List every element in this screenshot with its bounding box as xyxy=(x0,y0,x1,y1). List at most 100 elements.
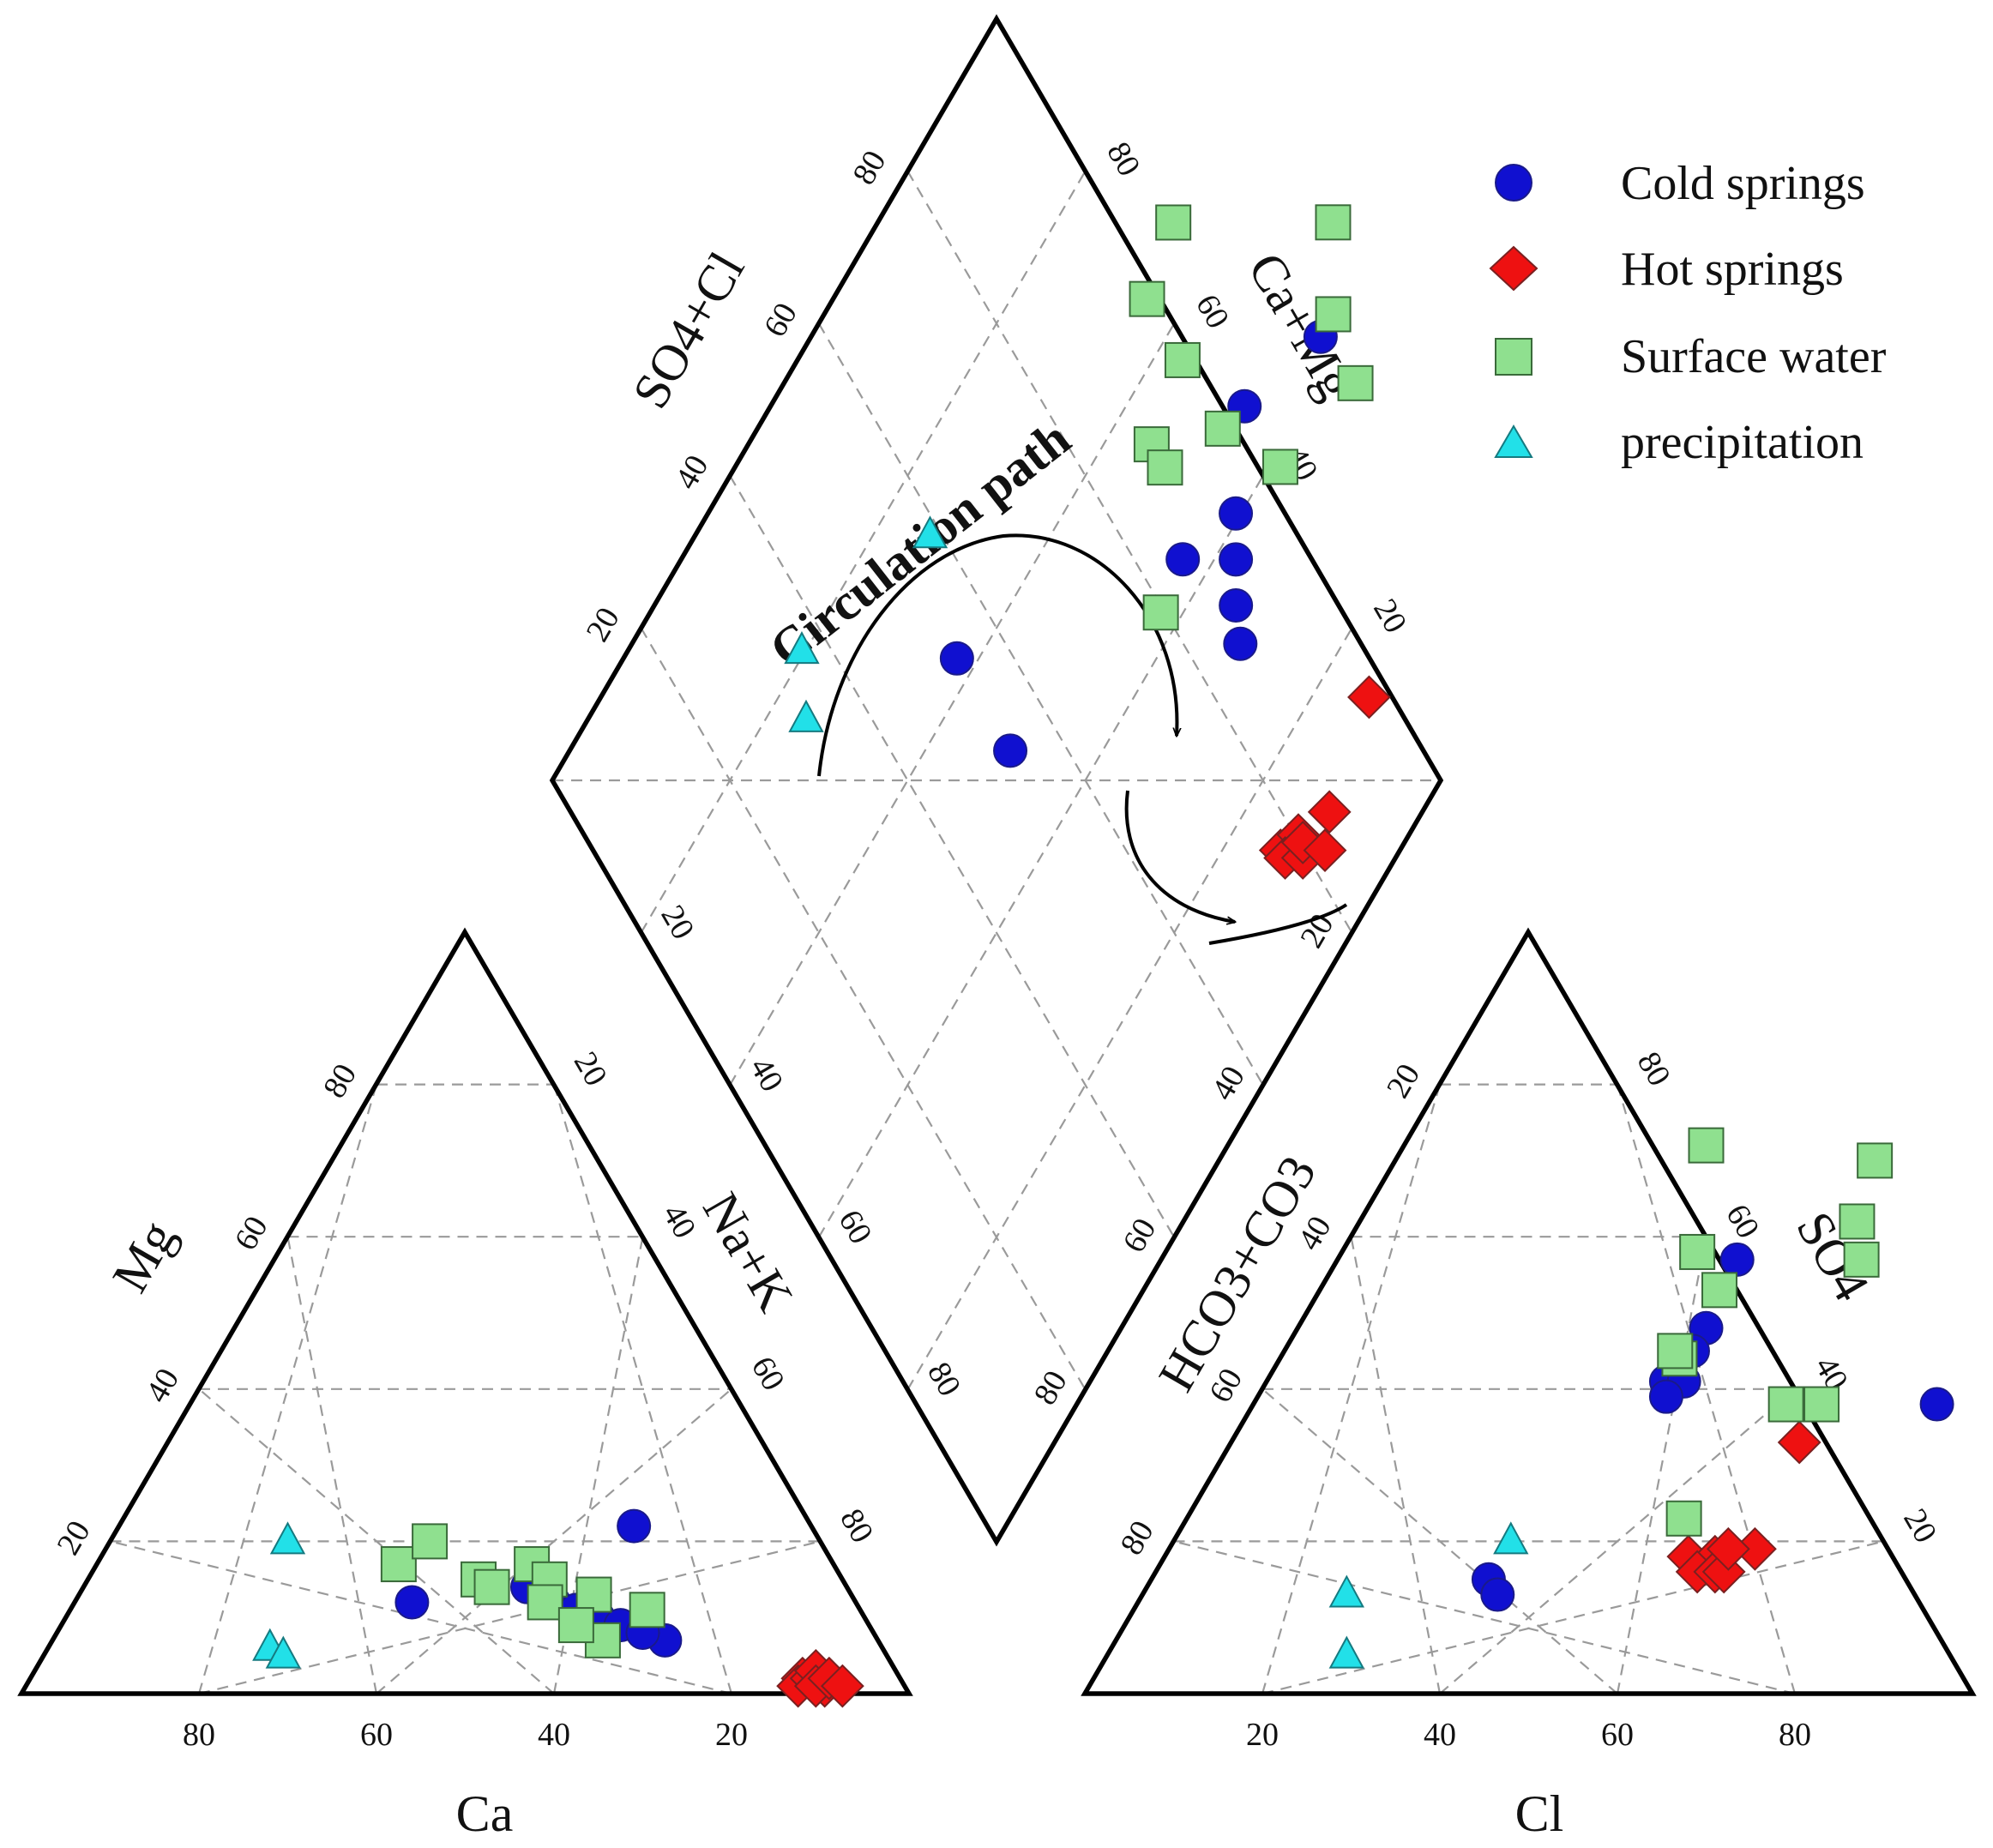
axis-label-hco3-co3: HCO3+CO3 xyxy=(1147,1147,1327,1400)
tick-label-so4: 20 xyxy=(1896,1502,1943,1549)
tick-label-ca: 60 xyxy=(360,1717,393,1753)
circulation-path-arrows xyxy=(817,533,1348,945)
diamond-gridline xyxy=(817,475,1264,1238)
anion-point-cold-springs xyxy=(1480,1577,1515,1612)
diamond-point-surface-water xyxy=(1337,364,1374,401)
tick-label-mg: 20 xyxy=(50,1514,97,1561)
cation-point-cold-springs xyxy=(617,1508,652,1544)
tick-label-mg: 80 xyxy=(316,1058,364,1105)
cation-point-surface-water xyxy=(629,1592,665,1628)
diamond-gridline xyxy=(906,171,1353,934)
anion-gridline xyxy=(1350,1236,1442,1695)
legend-label-precipitation: precipitation xyxy=(1621,416,1864,469)
anion-point-hot-springs xyxy=(1706,1526,1750,1571)
anion-point-surface-water xyxy=(1701,1272,1738,1309)
axis-label-mg: Mg xyxy=(101,1211,186,1301)
legend-symbol-cold-springs xyxy=(1495,164,1532,202)
axis-label-na-k: Na+K xyxy=(692,1183,804,1321)
tick-label-na-k: 80 xyxy=(833,1502,880,1549)
anion-point-cold-springs xyxy=(1919,1387,1954,1422)
anion-point-surface-water xyxy=(1839,1203,1876,1240)
tick-label-diamond-lower-left: 80 xyxy=(920,1356,967,1402)
tick-label-diamond-lower-right: 80 xyxy=(1027,1364,1075,1411)
diamond-gridline xyxy=(729,475,1176,1238)
tick-label-so4-cl: 80 xyxy=(846,145,893,191)
cation-point-surface-water xyxy=(575,1576,612,1613)
anion-point-surface-water xyxy=(1767,1386,1804,1423)
tick-label-so4-cl: 20 xyxy=(580,601,627,647)
diamond-point-surface-water xyxy=(1204,410,1241,447)
circulation-arrow-main xyxy=(817,533,1177,777)
tick-label-cl: 40 xyxy=(1424,1717,1456,1753)
cation-point-surface-water xyxy=(557,1607,594,1644)
diamond-point-surface-water xyxy=(1147,449,1183,486)
diamond-point-surface-water xyxy=(1315,296,1352,333)
tick-label-diamond-lower-right: 40 xyxy=(1205,1060,1252,1106)
legend-symbol-hot-springs xyxy=(1489,245,1538,292)
tick-label-hco3-co3: 80 xyxy=(1113,1514,1160,1561)
anion-point-surface-water xyxy=(1857,1142,1894,1179)
diamond-point-precipitation xyxy=(912,515,948,549)
legend-item-surface-water: Surface water xyxy=(1495,330,1887,383)
cation-point-surface-water xyxy=(412,1523,449,1560)
diamond-point-surface-water xyxy=(1142,594,1179,631)
circulation-arrow-lower xyxy=(1124,790,1235,922)
cation-gridline xyxy=(376,1388,732,1695)
diamond-point-precipitation xyxy=(784,630,820,665)
diamond-gridline xyxy=(729,322,1176,1086)
legend-label-cold-springs: Cold springs xyxy=(1621,157,1865,210)
diamond-point-surface-water xyxy=(1164,341,1201,378)
diamond-point-surface-water xyxy=(1261,448,1298,485)
diamond-point-cold-springs xyxy=(1219,587,1254,623)
tick-label-ca: 20 xyxy=(715,1717,748,1753)
tick-label-ca: 40 xyxy=(538,1717,570,1753)
tick-label-so4: 60 xyxy=(1719,1198,1766,1244)
circulation-arrow-cross xyxy=(1208,903,1348,945)
diamond-gridline xyxy=(640,171,1087,934)
tick-label-ca-mg: 80 xyxy=(1099,136,1147,183)
tick-label-so4: 80 xyxy=(1630,1046,1677,1093)
tick-label-diamond-lower-left: 40 xyxy=(743,1051,790,1098)
tick-label-ca: 80 xyxy=(183,1717,215,1753)
tick-label-mg: 60 xyxy=(227,1210,274,1256)
cation-point-precipitation xyxy=(269,1521,306,1555)
cation-gridline xyxy=(198,1388,555,1695)
tick-label-so4-cl: 60 xyxy=(757,297,804,343)
anion-triangle-frame xyxy=(1081,927,1977,1696)
tick-label-so4-cl: 40 xyxy=(668,449,715,496)
diamond-point-cold-springs xyxy=(1223,626,1258,661)
cation-point-precipitation xyxy=(265,1635,302,1669)
diamond-point-cold-springs xyxy=(1219,496,1254,531)
anion-gridline xyxy=(1173,1540,1796,1695)
diamond-point-cold-springs xyxy=(993,733,1028,768)
diamond-point-cold-springs xyxy=(1165,542,1201,577)
tick-label-na-k: 60 xyxy=(744,1351,792,1397)
diamond-gridline xyxy=(817,322,1264,1086)
cation-gridline xyxy=(552,1084,733,1695)
cation-point-hot-springs xyxy=(820,1664,864,1708)
anion-point-precipitation xyxy=(1328,1574,1365,1608)
diamond-gridline xyxy=(640,627,1087,1390)
anion-point-precipitation xyxy=(1328,1635,1365,1669)
legend-item-cold-springs: Cold springs xyxy=(1495,157,1865,210)
legend-label-surface-water: Surface water xyxy=(1621,330,1887,383)
tick-label-cl: 20 xyxy=(1246,1717,1279,1753)
diamond-point-precipitation xyxy=(788,699,824,732)
anion-point-surface-water xyxy=(1657,1333,1694,1369)
cation-gridline xyxy=(110,1540,732,1695)
cation-triangle-frame xyxy=(17,927,913,1696)
anion-gridline xyxy=(1439,1388,1796,1695)
tick-label-cl: 60 xyxy=(1601,1717,1634,1753)
cation-point-surface-water xyxy=(527,1584,563,1621)
diamond-point-surface-water xyxy=(1129,280,1165,317)
anion-gridline xyxy=(1616,1084,1797,1695)
diamond-point-cold-springs xyxy=(1219,542,1254,577)
diamond-point-hot-springs xyxy=(1307,790,1352,834)
axis-label-cl: Cl xyxy=(1515,1785,1564,1842)
cation-point-cold-springs xyxy=(394,1585,430,1620)
legend: Cold springs Hot springs Surface water p… xyxy=(1489,157,1887,469)
tick-label-na-k: 40 xyxy=(655,1198,702,1244)
tick-label-diamond-lower-right: 60 xyxy=(1116,1213,1163,1259)
diamond-point-hot-springs xyxy=(1303,828,1347,873)
